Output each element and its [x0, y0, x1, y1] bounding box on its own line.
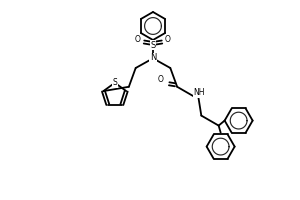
Text: S: S [112, 78, 117, 87]
Text: O: O [157, 75, 163, 84]
Text: O: O [165, 34, 171, 44]
Text: O: O [135, 34, 141, 44]
Text: N: N [150, 53, 156, 62]
Text: NH: NH [194, 88, 205, 97]
Text: S: S [150, 40, 156, 49]
